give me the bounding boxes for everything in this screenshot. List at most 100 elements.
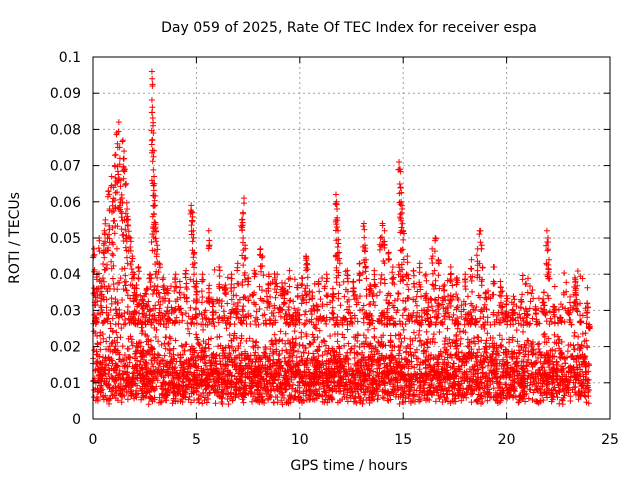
data-point — [519, 276, 526, 283]
data-point — [112, 343, 119, 350]
data-point — [135, 340, 142, 347]
data-point — [123, 199, 130, 206]
data-point — [442, 335, 449, 341]
data-point — [119, 343, 126, 350]
data-point — [473, 353, 480, 360]
data-point — [368, 348, 375, 355]
data-point — [149, 360, 156, 367]
data-point — [407, 335, 414, 342]
data-point — [529, 363, 536, 370]
data-point — [115, 171, 122, 178]
data-point — [474, 349, 481, 356]
data-point — [240, 262, 247, 269]
data-point — [484, 330, 491, 337]
data-point — [127, 261, 134, 268]
data-point — [458, 362, 465, 369]
data-point — [441, 364, 448, 371]
data-point — [154, 246, 161, 253]
data-point — [416, 391, 423, 398]
data-point — [276, 350, 283, 357]
data-point — [135, 264, 142, 271]
data-point — [341, 293, 348, 300]
data-point — [457, 340, 464, 347]
data-point — [149, 109, 156, 116]
data-point — [529, 396, 536, 403]
data-point — [145, 401, 152, 408]
data-point — [345, 340, 352, 347]
data-point — [240, 399, 247, 406]
data-point — [462, 286, 469, 293]
data-point — [499, 336, 506, 343]
data-point — [269, 341, 276, 348]
data-point — [188, 320, 195, 327]
data-point — [241, 200, 248, 207]
data-point — [298, 329, 305, 336]
data-point — [193, 331, 200, 338]
data-point — [535, 295, 542, 302]
data-point — [198, 288, 205, 295]
data-point — [400, 326, 407, 333]
data-point — [403, 348, 410, 355]
data-point — [212, 400, 219, 407]
data-point — [277, 328, 284, 335]
data-point — [183, 267, 190, 274]
data-point — [239, 396, 246, 403]
data-point — [216, 263, 223, 270]
data-point — [121, 265, 128, 272]
data-point — [188, 399, 195, 406]
data-point — [563, 279, 570, 286]
data-point — [413, 293, 420, 300]
data-point — [571, 329, 578, 336]
data-point — [115, 321, 122, 328]
data-point — [254, 386, 261, 393]
data-point — [558, 396, 565, 403]
data-point — [238, 332, 245, 339]
data-point — [127, 244, 134, 251]
data-point — [354, 338, 361, 345]
data-point — [177, 284, 184, 291]
data-point — [387, 338, 394, 345]
data-point — [227, 320, 234, 327]
data-point — [112, 151, 119, 158]
data-point — [446, 336, 453, 343]
data-point — [127, 354, 134, 361]
data-point — [444, 325, 451, 332]
data-point — [101, 254, 108, 261]
data-point — [507, 364, 514, 371]
data-point — [347, 346, 354, 353]
data-point — [273, 383, 280, 390]
data-point — [401, 335, 408, 342]
data-point — [444, 398, 451, 405]
data-point — [121, 148, 128, 155]
data-point — [149, 158, 156, 165]
data-point — [567, 398, 574, 405]
data-point — [535, 367, 542, 374]
data-point — [379, 394, 386, 401]
data-point — [193, 334, 200, 341]
data-point — [556, 345, 563, 352]
data-point — [252, 349, 259, 356]
data-point — [235, 387, 242, 394]
data-point — [256, 306, 263, 313]
data-point — [121, 279, 128, 286]
data-point — [273, 280, 280, 287]
data-point — [124, 213, 131, 220]
data-point — [514, 338, 521, 345]
data-point — [351, 342, 358, 349]
data-point — [187, 347, 194, 354]
data-point — [135, 274, 142, 281]
data-point — [138, 330, 145, 337]
data-point — [249, 338, 256, 345]
data-point — [194, 289, 201, 296]
data-point — [215, 343, 222, 350]
data-point — [423, 328, 430, 335]
data-point — [351, 361, 358, 368]
data-point — [413, 302, 420, 309]
data-point — [290, 298, 297, 305]
data-point — [285, 303, 292, 310]
data-point — [306, 340, 313, 347]
data-point — [160, 321, 167, 328]
data-point — [541, 330, 548, 337]
data-point — [499, 358, 506, 365]
data-point — [149, 115, 156, 122]
